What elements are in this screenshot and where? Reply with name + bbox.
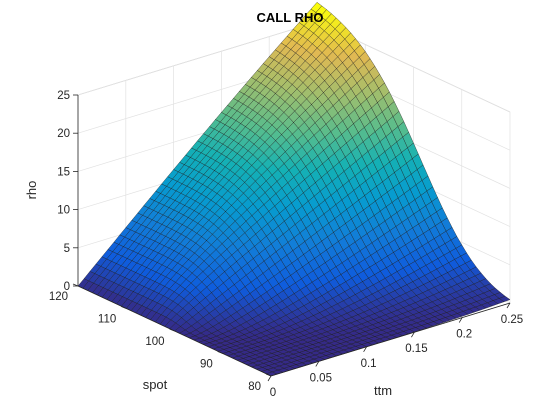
z-tick-label-3: 15	[57, 166, 70, 178]
x-axis-label: ttm	[374, 383, 392, 398]
x-tick-label-4: 0.2	[456, 329, 472, 341]
y-tick-label-1: 90	[200, 359, 213, 371]
y-tick-label-2: 100	[145, 336, 164, 348]
x-tick-label-5: 0.25	[501, 314, 523, 326]
x-tick-label-2: 0.1	[361, 358, 377, 370]
z-tick-label-5: 25	[57, 90, 70, 102]
z-tick-label-4: 20	[57, 128, 70, 140]
x-tick-label-3: 0.15	[405, 343, 427, 355]
y-tick-label-3: 110	[98, 314, 116, 326]
chart-title: CALL RHO	[257, 10, 324, 25]
z-axis-label: rho	[24, 181, 39, 200]
rho-surface-mesh	[78, 2, 510, 376]
z-tick-label-1: 5	[64, 243, 70, 255]
z-tick-label-0: 0	[64, 281, 70, 293]
y-axis-label: spot	[143, 377, 168, 392]
x-tick-0	[268, 376, 271, 381]
y-tick-label-0: 80	[248, 381, 261, 393]
z-tick-label-2: 10	[57, 205, 70, 217]
x-tick-label-0: 0	[270, 387, 276, 399]
x-tick-label-1: 0.05	[310, 372, 332, 384]
